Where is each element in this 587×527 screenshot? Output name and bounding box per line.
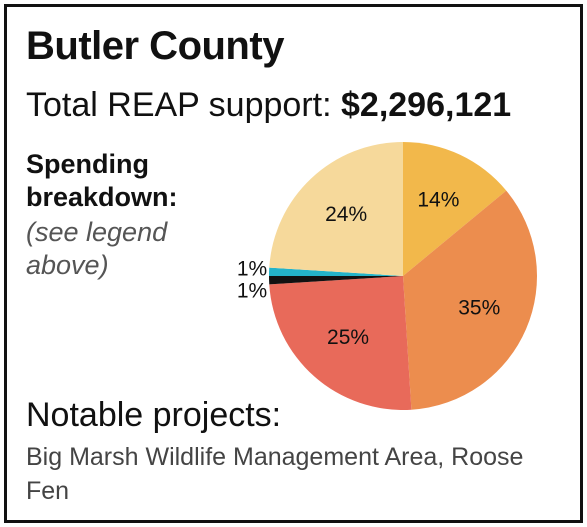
total-support-amount: $2,296,121	[341, 86, 512, 124]
pie-slice-label: 24%	[325, 203, 367, 226]
total-support: Total REAP support: $2,296,121	[26, 86, 511, 125]
pie-slice-label: 1%	[237, 258, 267, 281]
county-title: Butler County	[26, 24, 284, 68]
pie-slice	[403, 142, 507, 276]
pie-slice-label: 14%	[417, 188, 459, 211]
spending-note: (see legend above)	[26, 217, 168, 280]
pie-slice-label: 1%	[237, 280, 267, 303]
pie-slice-label: 25%	[327, 326, 369, 349]
pie-slice	[269, 267, 403, 276]
pie-slice	[403, 190, 537, 410]
pie-slice	[269, 276, 403, 285]
pie-slice-label: 35%	[458, 297, 500, 320]
total-support-label: Total REAP support:	[26, 86, 332, 124]
pie-slice	[269, 276, 412, 411]
pie-slice	[269, 142, 403, 276]
projects-heading: Notable projects:	[26, 396, 282, 434]
spending-heading: Spending breakdown:	[26, 149, 178, 212]
projects-list: Big Marsh Wildlife Management Area, Roos…	[26, 443, 524, 505]
